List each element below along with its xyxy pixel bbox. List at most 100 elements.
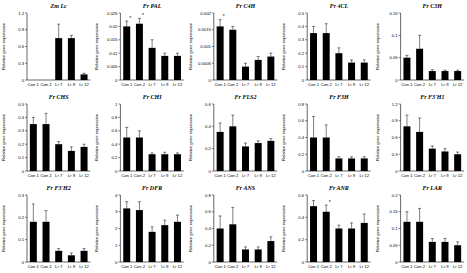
bar [242, 67, 249, 80]
error-cap [431, 145, 434, 146]
error-line [258, 247, 259, 250]
error-bar [325, 24, 328, 33]
y-tick-label: 1 [115, 243, 118, 248]
y-tick-label: 1.2 [392, 102, 398, 107]
y-tick-label: 0.1 [18, 155, 24, 160]
error-cap [163, 53, 166, 54]
x-tick-label: Lr 12 [266, 82, 276, 87]
bar [123, 208, 130, 262]
bar [441, 71, 448, 80]
error-bar [125, 127, 128, 137]
error-cap [125, 127, 128, 128]
y-axis [307, 13, 308, 80]
x-tick-label: Con 2 [227, 173, 239, 178]
error-cap [257, 246, 260, 247]
bar [55, 38, 62, 80]
y-tick-label: 0 [22, 169, 25, 174]
error-cap [138, 130, 141, 131]
bar [323, 138, 330, 172]
error-cap [325, 23, 328, 24]
error-line [232, 115, 233, 126]
y-tick-label: 0.4 [298, 135, 304, 140]
error-cap [312, 26, 315, 27]
error-cap [231, 115, 234, 116]
error-bar [443, 149, 446, 152]
error-cap [269, 53, 272, 54]
error-line [364, 214, 365, 223]
bar [217, 26, 224, 80]
y-tick-label: 0.2 [18, 142, 24, 147]
error-bar [219, 216, 222, 229]
title: Fr PAL [143, 3, 162, 9]
y-axis-label: Relative gene expression [281, 113, 286, 161]
y-tick-label: 0.4 [18, 115, 24, 120]
error-bar [337, 157, 340, 159]
y-axis-label: Relative gene expression [375, 204, 380, 252]
x-tick-label: Con 1 [121, 264, 133, 269]
error-cap [350, 59, 353, 60]
error-line [258, 57, 259, 60]
bar [30, 124, 37, 171]
error-bar [83, 144, 86, 147]
bar [335, 53, 342, 80]
bar [242, 249, 249, 262]
error-cap [456, 241, 459, 242]
error-line [406, 115, 407, 126]
error-cap [45, 113, 48, 114]
error-cap [350, 222, 353, 223]
y-tick-label: 0.6 [205, 102, 211, 107]
panel: Fr FLS2Relative gene expression00.20.40.… [188, 94, 277, 178]
error-cap [83, 248, 86, 249]
title: Fr CHS [49, 94, 70, 100]
y-tick-label: 0 [395, 169, 398, 174]
x-tick-label: Con 2 [134, 173, 146, 178]
error-line [338, 225, 339, 228]
title: Fr FLS2 [235, 94, 257, 100]
panel: Fr LARRelative gene expression00.050.10.… [375, 185, 464, 269]
y-tick-label: 0 [115, 169, 118, 174]
error-cap [312, 200, 315, 201]
bar [136, 138, 143, 172]
error-cap [219, 19, 222, 20]
error-line [232, 26, 233, 29]
error-line [270, 237, 271, 241]
x-tick-label: Lr 7 [55, 82, 63, 87]
y-tick-label: 0.2 [112, 155, 118, 160]
bar [429, 149, 436, 171]
bar [123, 138, 130, 172]
y-axis [213, 13, 214, 80]
bar [81, 74, 88, 80]
x-tick-label: Lr 9 [348, 82, 356, 87]
panel: Fr PALRelative gene expression00.0050.01… [94, 3, 183, 87]
y-tick-label: 0 [22, 260, 25, 265]
title: Fr F3H [329, 94, 349, 100]
bar [255, 143, 262, 171]
bar [454, 154, 461, 171]
x-tick-label: Con 1 [215, 264, 227, 269]
error-bar [176, 53, 179, 56]
error-line [139, 131, 140, 138]
x-tick-label: Lr 12 [453, 264, 463, 269]
error-bar [456, 70, 459, 72]
error-bar [45, 113, 48, 124]
error-cap [431, 69, 434, 70]
bar [174, 154, 181, 171]
y-axis [307, 195, 308, 262]
error-cap [83, 73, 86, 74]
x-tick-label: Lr 12 [173, 264, 183, 269]
y-tick-label: 0.5 [298, 11, 304, 16]
error-line [351, 223, 352, 229]
bar [149, 232, 156, 262]
error-cap [350, 156, 353, 157]
x-tick-label: Con 2 [414, 82, 426, 87]
error-line [457, 242, 458, 245]
error-cap [32, 203, 35, 204]
error-line [220, 216, 221, 229]
data-group [217, 115, 275, 171]
error-cap [443, 148, 446, 149]
y-axis [400, 104, 401, 171]
x-tick-label: Lr 7 [242, 173, 250, 178]
y-tick-label: 0.6 [298, 118, 304, 123]
x-tick-label: Lr 12 [359, 173, 369, 178]
x-tick-label: Lr 7 [55, 264, 63, 269]
